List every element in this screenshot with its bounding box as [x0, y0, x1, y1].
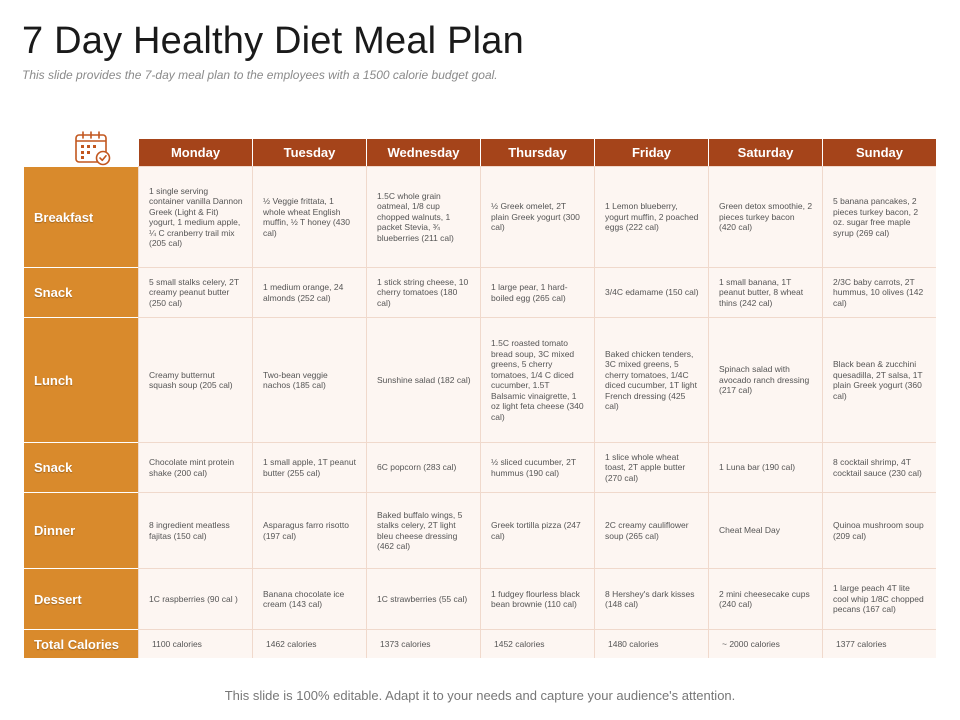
meal-cell: 1 Luna bar (190 cal) [708, 442, 822, 492]
table-row-lunch: Lunch Creamy butternut squash soup (205 … [24, 317, 936, 442]
meal-cell: 1 stick string cheese, 10 cherry tomatoe… [366, 267, 480, 317]
meal-cell: 2C creamy cauliflower soup (265 cal) [594, 492, 708, 568]
meal-cell: 1 large peach 4T lite cool whip 1/8C cho… [822, 568, 936, 629]
meal-cell: ½ Greek omelet, 2T plain Greek yogurt (3… [480, 166, 594, 267]
day-header-tuesday: Tuesday [252, 139, 366, 166]
meal-cell: 2 mini cheesecake cups (240 cal) [708, 568, 822, 629]
row-header-snack: Snack [24, 267, 138, 317]
total-cell: 1377 calories [822, 629, 936, 658]
row-header-dessert: Dessert [24, 568, 138, 629]
day-header-thursday: Thursday [480, 139, 594, 166]
row-header-dinner: Dinner [24, 492, 138, 568]
meal-cell: Black bean & zucchini quesadilla, 2T sal… [822, 317, 936, 442]
meal-cell: Quinoa mushroom soup (209 cal) [822, 492, 936, 568]
meal-cell: 1 Lemon blueberry, yogurt muffin, 2 poac… [594, 166, 708, 267]
meal-cell: 5 small stalks celery, 2T creamy peanut … [138, 267, 252, 317]
meal-cell: 2/3C baby carrots, 2T hummus, 10 olives … [822, 267, 936, 317]
meal-cell: Greek tortilla pizza (247 cal) [480, 492, 594, 568]
meal-cell: Cheat Meal Day [708, 492, 822, 568]
table-row-dinner: Dinner 8 ingredient meatless fajitas (15… [24, 492, 936, 568]
meal-cell: 1C strawberries (55 cal) [366, 568, 480, 629]
table-row-dessert: Dessert 1C raspberries (90 cal ) Banana … [24, 568, 936, 629]
row-header-breakfast: Breakfast [24, 166, 138, 267]
day-header-sunday: Sunday [822, 139, 936, 166]
row-header-lunch: Lunch [24, 317, 138, 442]
meal-cell: 8 ingredient meatless fajitas (150 cal) [138, 492, 252, 568]
day-header-wednesday: Wednesday [366, 139, 480, 166]
table-row-total-calories: Total Calories 1100 calories 1462 calori… [24, 629, 936, 658]
meal-cell: 3/4C edamame (150 cal) [594, 267, 708, 317]
meal-cell: 1 slice whole wheat toast, 2T apple butt… [594, 442, 708, 492]
meal-cell: Banana chocolate ice cream (143 cal) [252, 568, 366, 629]
total-cell: 1373 calories [366, 629, 480, 658]
meal-cell: 1 small apple, 1T peanut butter (255 cal… [252, 442, 366, 492]
total-cell: 1480 calories [594, 629, 708, 658]
meal-cell: 8 Hershey's dark kisses (148 cal) [594, 568, 708, 629]
meal-cell: 1 small banana, 1T peanut butter, 8 whea… [708, 267, 822, 317]
meal-cell: 1.5C whole grain oatmeal, 1/8 cup choppe… [366, 166, 480, 267]
meal-cell: Asparagus farro risotto (197 cal) [252, 492, 366, 568]
meal-cell: 1 large pear, 1 hard-boiled egg (265 cal… [480, 267, 594, 317]
meal-cell: Spinach salad with avocado ranch dressin… [708, 317, 822, 442]
meal-cell: 1 fudgey flourless black bean brownie (1… [480, 568, 594, 629]
meal-cell: Baked buffalo wings, 5 stalks celery, 2T… [366, 492, 480, 568]
meal-cell: Sunshine salad (182 cal) [366, 317, 480, 442]
meal-cell: 8 cocktail shrimp, 4T cocktail sauce (23… [822, 442, 936, 492]
day-header-monday: Monday [138, 139, 252, 166]
table-row-snack-morning: Snack 5 small stalks celery, 2T creamy p… [24, 267, 936, 317]
meal-plan-table: Monday Tuesday Wednesday Thursday Friday… [24, 139, 936, 658]
footer-note: This slide is 100% editable. Adapt it to… [224, 688, 736, 703]
day-header-friday: Friday [594, 139, 708, 166]
meal-cell: ½ sliced cucumber, 2T hummus (190 cal) [480, 442, 594, 492]
total-cell: 1452 calories [480, 629, 594, 658]
page-subtitle: This slide provides the 7-day meal plan … [22, 68, 498, 82]
total-cell: 1100 calories [138, 629, 252, 658]
meal-cell: ½ Veggie frittata, 1 whole wheat English… [252, 166, 366, 267]
calendar-icon [74, 130, 112, 166]
meal-cell: Two-bean veggie nachos (185 cal) [252, 317, 366, 442]
meal-cell: Chocolate mint protein shake (200 cal) [138, 442, 252, 492]
meal-cell: 1 medium orange, 24 almonds (252 cal) [252, 267, 366, 317]
meal-cell: 1C raspberries (90 cal ) [138, 568, 252, 629]
day-header-saturday: Saturday [708, 139, 822, 166]
meal-cell: 1.5C roasted tomato bread soup, 3C mixed… [480, 317, 594, 442]
meal-cell: 5 banana pancakes, 2 pieces turkey bacon… [822, 166, 936, 267]
table-row-breakfast: Breakfast 1 single serving container van… [24, 166, 936, 267]
row-header-total-calories: Total Calories [24, 629, 138, 658]
meal-cell: Creamy butternut squash soup (205 cal) [138, 317, 252, 442]
meal-cell: Green detox smoothie, 2 pieces turkey ba… [708, 166, 822, 267]
day-header-row: Monday Tuesday Wednesday Thursday Friday… [24, 139, 936, 166]
total-cell: 1462 calories [252, 629, 366, 658]
table-corner [24, 139, 138, 166]
meal-cell: Baked chicken tenders, 3C mixed greens, … [594, 317, 708, 442]
table-row-snack-afternoon: Snack Chocolate mint protein shake (200 … [24, 442, 936, 492]
page-title: 7 Day Healthy Diet Meal Plan [22, 20, 524, 62]
meal-cell: 6C popcorn (283 cal) [366, 442, 480, 492]
total-cell: ~ 2000 calories [708, 629, 822, 658]
meal-cell: 1 single serving container vanilla Danno… [138, 166, 252, 267]
row-header-snack: Snack [24, 442, 138, 492]
